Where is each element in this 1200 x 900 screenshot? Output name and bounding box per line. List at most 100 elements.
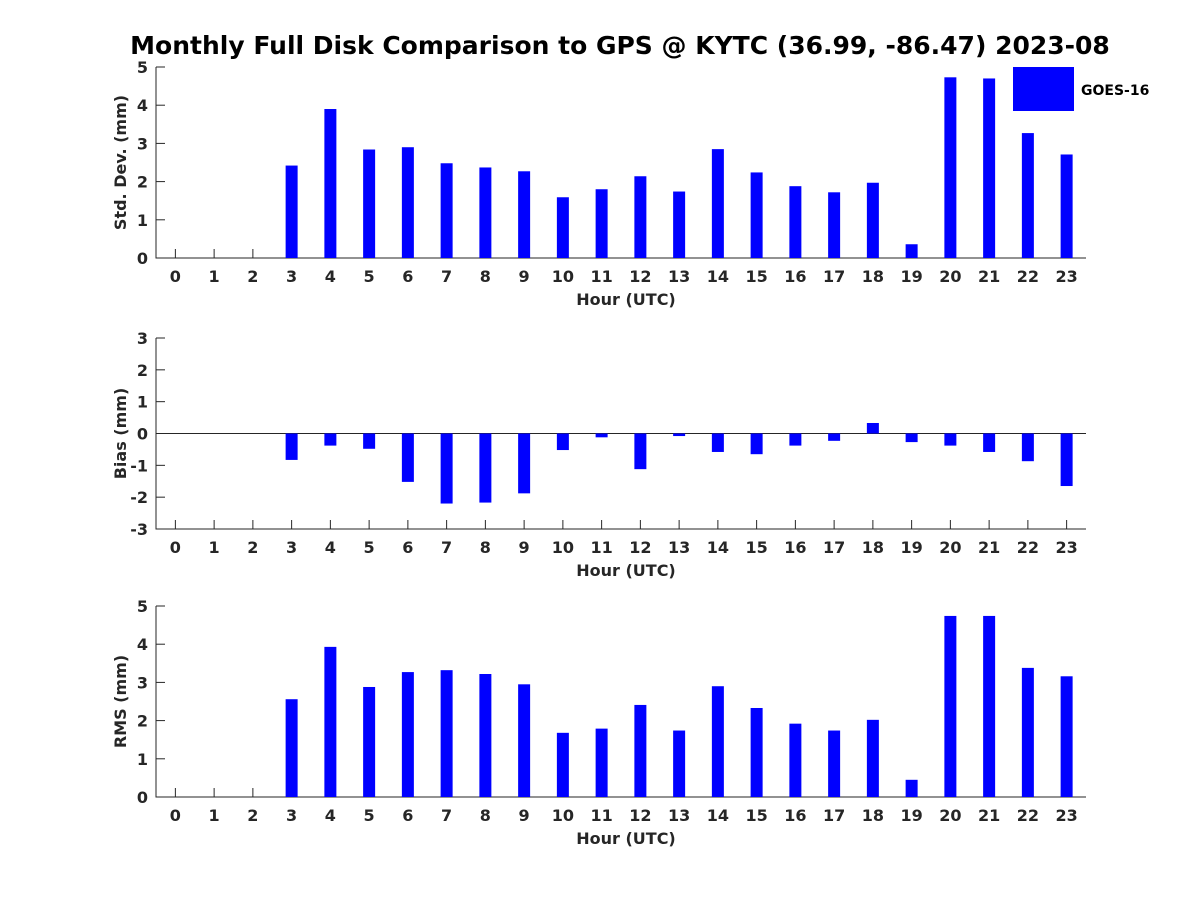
bias-ytick-label: -3 xyxy=(130,520,148,539)
stddev-ytick-label: 2 xyxy=(137,173,148,192)
bias-xtick-label: 7 xyxy=(441,538,452,557)
stddev-bar xyxy=(518,171,531,258)
bias-xtick-label: 9 xyxy=(519,538,530,557)
stddev-bar xyxy=(866,182,879,258)
stddev-bar xyxy=(634,176,647,258)
stddev-bar xyxy=(363,149,376,258)
rms-ytick-label: 0 xyxy=(137,788,148,807)
rms-bar xyxy=(634,704,647,797)
stddev-bar xyxy=(750,172,763,258)
rms-xtick-label: 3 xyxy=(286,806,297,825)
bias-bar xyxy=(905,433,918,443)
rms-xtick-label: 17 xyxy=(823,806,845,825)
stddev-xtick-label: 8 xyxy=(480,267,491,286)
bias-xtick-label: 10 xyxy=(552,538,574,557)
bias-xtick-label: 13 xyxy=(668,538,690,557)
bias-ytick-label: 1 xyxy=(137,393,148,412)
stddev-xtick-label: 3 xyxy=(286,267,297,286)
bias-bar xyxy=(789,433,802,446)
stddev-ytick-label: 5 xyxy=(137,58,148,77)
stddev-bar xyxy=(1021,133,1034,258)
bias-xtick-label: 14 xyxy=(707,538,729,557)
stddev-xtick-label: 4 xyxy=(325,267,336,286)
bias-bar xyxy=(944,433,957,446)
stddev-bar xyxy=(401,147,414,258)
stddev-ylabel: Std. Dev. (mm) xyxy=(111,95,130,230)
bias-ytick-label: 2 xyxy=(137,361,148,380)
stddev-xtick-label: 17 xyxy=(823,267,845,286)
rms-xtick-label: 11 xyxy=(590,806,612,825)
rms-ylabel: RMS (mm) xyxy=(111,655,130,748)
rms-ytick-label: 2 xyxy=(137,712,148,731)
stddev-xtick-label: 5 xyxy=(364,267,375,286)
bias-xtick-label: 18 xyxy=(862,538,884,557)
rms-ytick-label: 1 xyxy=(137,750,148,769)
rms-ytick-label: 5 xyxy=(137,597,148,616)
stddev-ytick-label: 1 xyxy=(137,211,148,230)
bias-bar xyxy=(556,433,569,451)
bias-bar xyxy=(866,422,879,434)
stddev-xtick-label: 11 xyxy=(590,267,612,286)
rms-xtick-label: 18 xyxy=(862,806,884,825)
stddev-bar xyxy=(711,149,724,258)
bias-ytick-label: -1 xyxy=(130,456,148,475)
stddev-bar xyxy=(479,167,492,258)
stddev-xtick-label: 6 xyxy=(402,267,413,286)
stddev-bar xyxy=(556,197,569,258)
stddev-bar xyxy=(440,163,453,258)
rms-xtick-label: 2 xyxy=(247,806,258,825)
chart-title: Monthly Full Disk Comparison to GPS @ KY… xyxy=(130,31,1110,60)
legend-swatch xyxy=(1013,67,1074,111)
rms-bar xyxy=(711,686,724,797)
rms-xtick-label: 23 xyxy=(1055,806,1077,825)
rms-xtick-label: 4 xyxy=(325,806,336,825)
stddev-xtick-label: 20 xyxy=(939,267,961,286)
stddev-xtick-label: 18 xyxy=(862,267,884,286)
stddev-xtick-label: 9 xyxy=(519,267,530,286)
rms-xtick-label: 10 xyxy=(552,806,574,825)
stddev-bar xyxy=(595,189,608,258)
bias-ylabel: Bias (mm) xyxy=(111,388,130,480)
rms-bar xyxy=(1060,676,1073,797)
bias-bar xyxy=(518,433,531,494)
rms-xtick-label: 13 xyxy=(668,806,690,825)
bias-xtick-label: 17 xyxy=(823,538,845,557)
stddev-xtick-label: 13 xyxy=(668,267,690,286)
stddev-xtick-label: 19 xyxy=(900,267,922,286)
bias-bar xyxy=(1060,433,1073,487)
rms-bar xyxy=(595,728,608,797)
stddev-xtick-label: 12 xyxy=(629,267,651,286)
rms-bar xyxy=(401,672,414,797)
stddev-bar xyxy=(789,186,802,258)
bias-bar xyxy=(1021,433,1034,462)
stddev-xtick-label: 10 xyxy=(552,267,574,286)
stddev-bar xyxy=(828,192,841,258)
stddev-bar xyxy=(983,78,996,259)
bias-xtick-label: 16 xyxy=(784,538,806,557)
rms-xtick-label: 9 xyxy=(519,806,530,825)
stddev-xtick-label: 1 xyxy=(209,267,220,286)
rms-bar xyxy=(518,684,531,797)
bias-xtick-label: 1 xyxy=(209,538,220,557)
rms-bar xyxy=(363,686,376,797)
bias-xtick-label: 0 xyxy=(170,538,181,557)
bias-xtick-label: 20 xyxy=(939,538,961,557)
rms-bar xyxy=(285,699,298,797)
rms-xlabel: Hour (UTC) xyxy=(576,829,676,848)
bias-bar xyxy=(711,433,724,452)
bias-xtick-label: 8 xyxy=(480,538,491,557)
rms-xtick-label: 5 xyxy=(364,806,375,825)
stddev-xtick-label: 7 xyxy=(441,267,452,286)
rms-xtick-label: 7 xyxy=(441,806,452,825)
rms-xtick-label: 15 xyxy=(745,806,767,825)
stddev-bar xyxy=(905,244,918,258)
rms-xtick-label: 14 xyxy=(707,806,729,825)
stddev-bar xyxy=(944,77,957,259)
rms-xtick-label: 12 xyxy=(629,806,651,825)
bias-bar xyxy=(440,433,453,504)
rms-bar xyxy=(479,673,492,797)
rms-xtick-label: 1 xyxy=(209,806,220,825)
bias-bar xyxy=(634,433,647,470)
rms-xtick-label: 20 xyxy=(939,806,961,825)
